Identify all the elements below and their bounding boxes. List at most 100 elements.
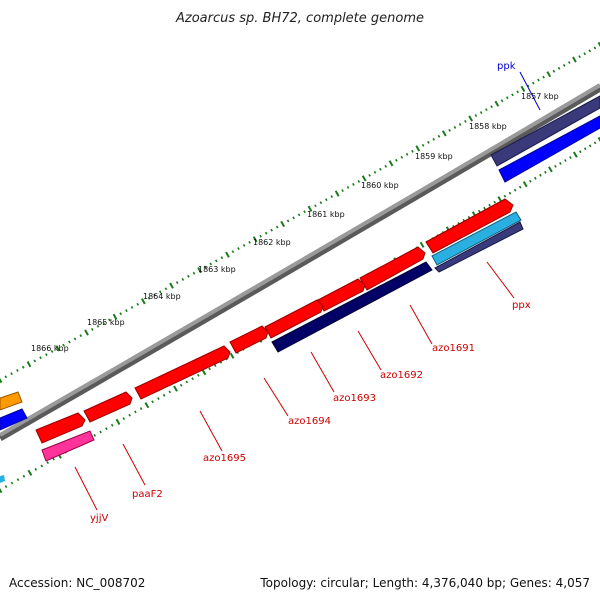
minor-tick	[569, 156, 572, 159]
minor-tick	[405, 152, 409, 156]
gene-left-orange[interactable]	[0, 391, 23, 411]
major-tick	[548, 166, 553, 173]
gene-paaF2[interactable]	[83, 391, 133, 423]
minor-tick	[270, 228, 273, 232]
gene-left-blue[interactable]	[0, 408, 28, 431]
gene-ppx[interactable]	[425, 198, 514, 254]
gene-labels: ppk ppx azo1691 azo1692 azo1693 azo1694 …	[90, 61, 531, 524]
minor-tick	[588, 49, 592, 53]
minor-tick	[179, 383, 183, 387]
minor-tick	[168, 390, 172, 394]
minor-tick	[503, 194, 507, 198]
gene-azo1691[interactable]	[359, 246, 426, 291]
major-tick	[0, 377, 3, 384]
gene-azo1692-navy[interactable]	[271, 261, 433, 353]
minor-tick	[583, 52, 586, 56]
minor-tick	[45, 353, 48, 357]
minor-tick	[379, 167, 382, 171]
gene-yjjV[interactable]	[35, 412, 86, 444]
minor-tick	[537, 78, 540, 82]
gene-ppk-slate[interactable]	[490, 95, 600, 167]
leader-azo1691	[409, 304, 433, 345]
gene-azo1695[interactable]	[134, 345, 231, 400]
minor-tick	[357, 180, 361, 183]
minor-tick	[448, 129, 451, 132]
minor-tick	[588, 144, 592, 148]
minor-tick	[458, 123, 462, 126]
minor-tick	[110, 423, 114, 427]
genome-backbone-shadow	[0, 84, 600, 442]
tick-label: 1866 kbp	[31, 344, 69, 353]
minor-tick	[552, 69, 556, 73]
major-tick	[84, 329, 89, 336]
gene-left-cyan[interactable]	[0, 475, 5, 483]
minor-tick	[297, 213, 301, 217]
minor-tick	[34, 467, 38, 471]
tick-label: 1860 kbp	[361, 181, 399, 190]
leader-ppk	[519, 71, 541, 111]
minor-tick	[578, 55, 581, 59]
minor-tick	[128, 413, 131, 417]
leader-yjjV	[74, 466, 98, 511]
minor-tick	[175, 281, 179, 284]
major-tick	[112, 313, 118, 320]
gene-label-paaF2: paaF2	[132, 489, 163, 500]
label-leaders	[74, 71, 541, 511]
gene-azo1692[interactable]	[317, 278, 366, 312]
minor-tick	[162, 393, 166, 397]
minor-tick	[130, 306, 134, 309]
minor-tick	[16, 478, 20, 482]
minor-tick	[478, 209, 481, 213]
major-tick	[419, 241, 425, 248]
minor-tick	[395, 158, 398, 162]
minor-tick	[136, 302, 140, 306]
gene-ppx-cyan[interactable]	[431, 211, 522, 266]
minor-tick	[105, 427, 108, 431]
gene-label-azo1693: azo1693	[333, 393, 376, 404]
minor-tick	[286, 219, 290, 223]
major-tick	[229, 352, 235, 359]
minor-tick	[99, 430, 102, 434]
reverse-strand-genes	[0, 211, 524, 483]
major-tick	[415, 145, 421, 152]
gene-ppx-slate[interactable]	[434, 221, 524, 273]
major-tick	[468, 115, 473, 122]
map-title: Azoarcus sp. BH72, complete genome	[175, 11, 424, 26]
major-tick	[0, 487, 3, 494]
minor-tick	[4, 375, 8, 379]
major-tick	[597, 41, 600, 48]
minor-tick	[52, 457, 55, 461]
gene-azo1694[interactable]	[229, 325, 269, 354]
gene-azo1693[interactable]	[264, 299, 324, 339]
gene-label-azo1695: azo1695	[203, 453, 246, 464]
major-tick	[252, 236, 258, 243]
tick-label: 1861 kbp	[307, 210, 345, 219]
minor-tick	[593, 46, 597, 50]
minor-tick	[506, 96, 509, 100]
gene-ppk[interactable]	[498, 115, 600, 183]
gene-label-ppk: ppk	[497, 61, 516, 72]
minor-tick	[39, 356, 42, 360]
minor-tick	[275, 225, 279, 229]
leader-azo1694	[263, 377, 289, 417]
minor-tick	[68, 340, 71, 344]
major-tick	[572, 151, 578, 158]
minor-tick	[33, 359, 37, 363]
major-tick	[441, 130, 447, 137]
minor-tick	[90, 328, 94, 331]
tick-label: 1864 kbp	[143, 292, 181, 301]
gene-yjjV-pink[interactable]	[41, 430, 95, 462]
leader-azo1693	[310, 351, 335, 393]
minor-tick	[427, 140, 430, 144]
minor-tick	[562, 64, 566, 67]
major-tick	[173, 385, 178, 392]
minor-tick	[215, 259, 218, 263]
minor-tick	[157, 397, 160, 400]
minor-tick	[191, 377, 194, 381]
minor-tick	[474, 114, 478, 117]
minor-tick	[559, 162, 562, 165]
major-tick	[225, 251, 230, 258]
minor-tick	[529, 179, 532, 183]
minor-tick	[314, 204, 317, 208]
